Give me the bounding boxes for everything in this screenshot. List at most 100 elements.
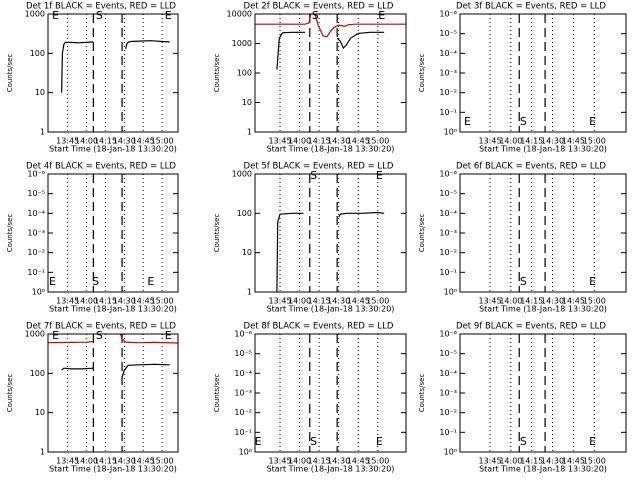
event-marker: S xyxy=(312,9,319,22)
y-tick-label: 10⁻³ xyxy=(439,389,457,398)
plot-frame xyxy=(459,13,627,133)
y-tick-label: 10⁻³ xyxy=(439,229,457,238)
y-tick-label: 10⁻⁴ xyxy=(27,209,45,218)
y-tick-label: 10⁰ xyxy=(444,128,457,137)
x-tick-label: 14:30 xyxy=(327,137,350,146)
x-tick-label: 14:15 xyxy=(94,457,117,466)
x-tick-label: 14:45 xyxy=(132,137,155,146)
x-tick-label: 14:45 xyxy=(132,457,155,466)
y-tick-label: 1000 xyxy=(232,170,252,179)
x-axis-label: Start Time (18-Jan-18 13:30:20) xyxy=(267,465,395,474)
x-tick-label: 15:00 xyxy=(366,137,389,146)
y-tick-label: 10⁻⁵ xyxy=(439,29,457,38)
y-tick-label: 1 xyxy=(40,128,45,137)
x-tick-label: 13:45 xyxy=(478,457,501,466)
x-tick-label: 14:30 xyxy=(541,297,564,306)
panel-title: Det 1f BLACK = Events, RED = LLD xyxy=(26,2,176,12)
x-tick-label: 14:15 xyxy=(94,297,117,306)
panel: Det 1f BLACK = Events, RED = LLD Counts/s… xyxy=(6,2,179,154)
event-marker: E xyxy=(49,275,56,288)
event-marker: E xyxy=(147,275,154,288)
series-line xyxy=(48,334,178,344)
y-tick-label: 10⁻⁴ xyxy=(439,49,457,58)
y-axis-label: Counts/sec xyxy=(418,374,426,413)
event-marker: S xyxy=(92,275,99,288)
event-marker: E xyxy=(376,169,383,182)
y-tick-label: 10 xyxy=(242,98,252,107)
y-tick-label: 10⁻³ xyxy=(27,229,45,238)
y-tick-label: 10⁻⁶ xyxy=(439,10,457,19)
y-tick-label: 10⁻¹ xyxy=(439,268,457,277)
panel: Det 5f BLACK = Events, RED = LLD Counts/s… xyxy=(213,162,407,314)
x-tick-label: 14:45 xyxy=(562,297,585,306)
x-tick-label: 14:00 xyxy=(499,297,522,306)
event-marker: E xyxy=(165,9,172,22)
x-tick-label: 14:15 xyxy=(94,137,117,146)
series-line xyxy=(255,14,406,38)
y-tick-label: 1000 xyxy=(25,330,45,339)
event-marker: S xyxy=(310,169,317,182)
x-tick-label: 14:30 xyxy=(541,457,564,466)
y-tick-label: 10⁻⁶ xyxy=(439,330,457,339)
x-tick-label: 15:00 xyxy=(583,137,606,146)
x-tick-label: 15:00 xyxy=(151,457,174,466)
x-axis-label: Start Time (18-Jan-18 13:30:20) xyxy=(49,305,177,314)
y-axis-label: Counts/sec xyxy=(213,54,221,93)
event-marker: S xyxy=(520,435,527,448)
x-axis-label: Start Time (18-Jan-18 13:30:20) xyxy=(479,145,607,154)
x-axis-label: Start Time (18-Jan-18 13:30:20) xyxy=(267,305,395,314)
y-axis-label: Counts/sec xyxy=(418,214,426,253)
x-tick-label: 14:45 xyxy=(347,457,370,466)
panel: Det 9f BLACK = Events, RED = LLD Counts/s… xyxy=(418,322,627,474)
x-tick-label: 15:00 xyxy=(366,457,389,466)
panel-title: Det 3f BLACK = Events, RED = LLD xyxy=(456,2,606,12)
y-tick-label: 10⁻⁵ xyxy=(27,189,45,198)
event-marker: E xyxy=(255,435,262,448)
y-tick-label: 10⁻⁵ xyxy=(439,189,457,198)
y-tick-label: 10000 xyxy=(227,10,252,19)
y-tick-label: 1 xyxy=(40,448,45,457)
y-tick-label: 10⁻³ xyxy=(234,389,252,398)
x-tick-label: 13:45 xyxy=(269,297,292,306)
x-tick-label: 14:30 xyxy=(541,137,564,146)
plot-frame xyxy=(254,173,407,293)
plot-frame xyxy=(47,333,179,453)
x-tick-label: 14:30 xyxy=(113,297,136,306)
x-tick-label: 14:45 xyxy=(347,297,370,306)
x-tick-label: 14:00 xyxy=(75,137,98,146)
event-marker: E xyxy=(378,9,385,22)
y-tick-label: 10⁻² xyxy=(439,88,457,97)
y-tick-label: 10⁰ xyxy=(444,448,457,457)
y-tick-label: 100 xyxy=(30,49,45,58)
plot-frame xyxy=(47,13,179,133)
x-tick-label: 15:00 xyxy=(151,137,174,146)
y-tick-label: 10⁻⁶ xyxy=(27,170,45,179)
y-tick-label: 10⁻¹ xyxy=(439,428,457,437)
x-tick-label: 14:45 xyxy=(132,297,155,306)
event-marker: E xyxy=(589,435,596,448)
x-tick-label: 14:00 xyxy=(288,297,311,306)
panel: Det 6f BLACK = Events, RED = LLD Counts/s… xyxy=(418,162,627,314)
x-tick-label: 14:15 xyxy=(308,457,331,466)
x-tick-label: 14:00 xyxy=(75,297,98,306)
x-tick-label: 14:15 xyxy=(308,137,331,146)
x-tick-label: 14:00 xyxy=(499,457,522,466)
x-tick-label: 13:45 xyxy=(269,457,292,466)
y-axis-label: Counts/sec xyxy=(213,374,221,413)
panel-title: Det 2f BLACK = Events, RED = LLD xyxy=(244,2,394,12)
plot-frame xyxy=(254,333,407,453)
x-tick-label: 13:45 xyxy=(56,137,79,146)
x-tick-label: 15:00 xyxy=(583,297,606,306)
event-marker: E xyxy=(376,435,383,448)
event-marker: E xyxy=(589,275,596,288)
event-marker: S xyxy=(96,329,103,342)
panel: Det 7f BLACK = Events, RED = LLD Counts/s… xyxy=(6,322,179,474)
x-tick-label: 14:30 xyxy=(113,457,136,466)
series-line xyxy=(276,211,385,292)
x-tick-label: 14:45 xyxy=(347,137,370,146)
y-axis-label: Counts/sec xyxy=(213,214,221,253)
x-tick-label: 14:00 xyxy=(288,457,311,466)
x-tick-label: 13:45 xyxy=(478,297,501,306)
y-tick-label: 10⁻² xyxy=(439,408,457,417)
y-tick-label: 10⁻⁶ xyxy=(234,330,252,339)
